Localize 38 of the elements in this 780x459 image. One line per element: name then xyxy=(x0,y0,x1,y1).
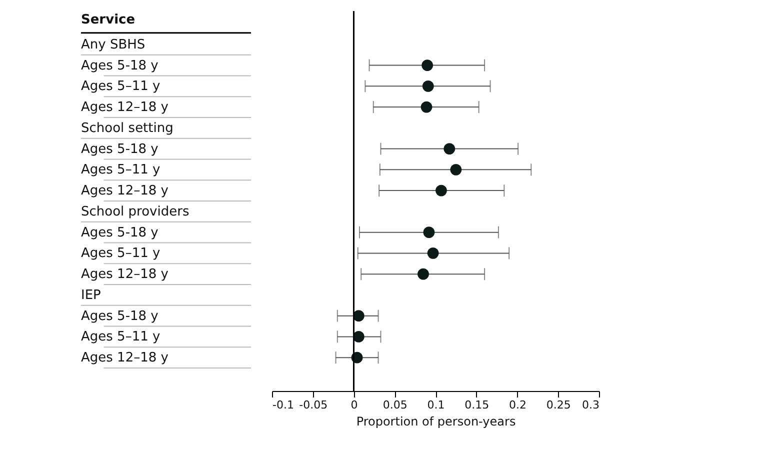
y-tick-label: Any SBHS xyxy=(81,37,146,52)
x-tick-label: 0.25 xyxy=(546,398,571,412)
point xyxy=(420,101,432,113)
x-tick-label: -0.1 xyxy=(272,398,294,412)
y-tick-label: Ages 12–18 y xyxy=(81,267,169,282)
y-tick-label: Ages 12–18 y xyxy=(81,350,169,366)
y-tick-label: Ages 5-18 y xyxy=(81,58,159,74)
point xyxy=(423,226,435,238)
point xyxy=(352,331,364,342)
y-tick-label: Ages 5–11 y xyxy=(81,246,160,262)
y-tick-label: Ages 5-18 y xyxy=(81,225,159,240)
point xyxy=(427,248,439,259)
x-tick-label: 0 xyxy=(350,398,358,412)
x-axis-title: Proportion of person-years xyxy=(356,414,516,428)
point xyxy=(436,184,447,196)
point xyxy=(450,164,462,176)
point xyxy=(418,268,429,280)
y-tick-label: Ages 5–11 y xyxy=(81,330,160,345)
y-tick-label: School setting xyxy=(81,120,174,136)
y-tick-label: IEP xyxy=(81,288,102,303)
x-tick-label: 0.15 xyxy=(464,398,490,412)
point xyxy=(444,143,456,154)
y-tick-label: Ages 5-18 y xyxy=(81,308,159,324)
point xyxy=(352,310,364,322)
x-tick-label: 0.3 xyxy=(582,398,600,412)
x-tick-label: 0.2 xyxy=(509,398,526,412)
y-axis-title: Service xyxy=(81,12,136,28)
y-tick-label: Ages 5-18 y xyxy=(81,142,159,157)
x-tick-label: 0.05 xyxy=(382,398,408,412)
x-tick-label: 0.1 xyxy=(427,398,445,412)
y-tick-label: School providers xyxy=(81,204,190,220)
y-tick-label: Ages 12–18 y xyxy=(81,100,169,116)
point xyxy=(422,60,434,71)
y-tick-label: Ages 5–11 y xyxy=(81,162,160,178)
y-tick-label: Ages 5–11 y xyxy=(81,79,160,94)
point xyxy=(422,80,434,92)
y-tick-label: Ages 12–18 y xyxy=(81,184,169,199)
x-tick-label: -0.05 xyxy=(299,398,328,412)
